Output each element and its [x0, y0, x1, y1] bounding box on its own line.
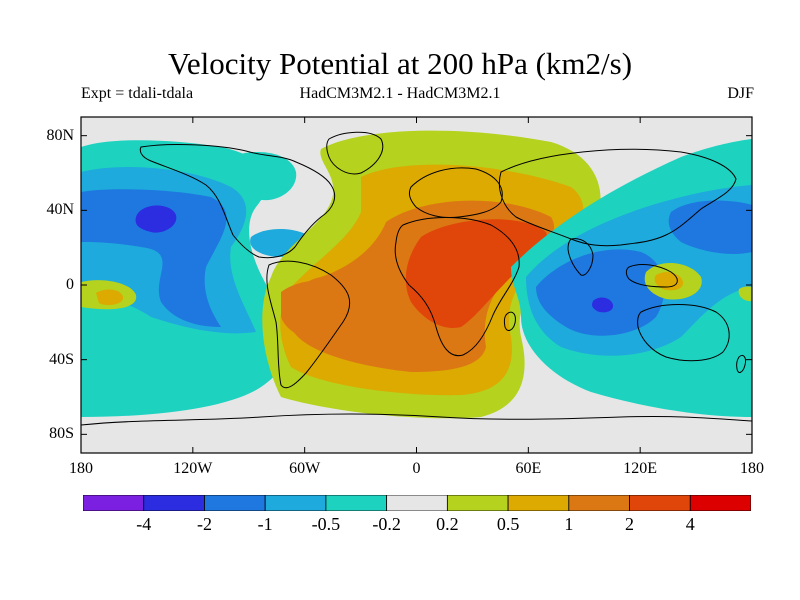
colorbar-swatch [386, 495, 448, 511]
coastlines [81, 131, 752, 426]
lon-tick-label: 120E [623, 460, 658, 477]
lat-tick-label: 0 [66, 276, 74, 293]
colorbar-label: -0.5 [311, 514, 341, 534]
lon-tick-label: 60E [515, 460, 542, 477]
coastline-australia [637, 304, 730, 362]
coastline-south-america [266, 260, 351, 389]
lon-tick-label: 120W [173, 460, 213, 477]
map-plot [81, 117, 752, 453]
contour-africa-pos-2 [405, 219, 547, 328]
colorbar-swatch [507, 495, 570, 511]
colorbar-label: 0.2 [436, 514, 459, 534]
contour-pacific-neg-2 [135, 205, 177, 233]
coastline-asia [498, 148, 737, 247]
colorbar-swatch [629, 495, 691, 511]
contour-southamerica-pos-2 [281, 280, 355, 340]
map-frame [81, 117, 752, 453]
lat-tick-label: 40S [49, 350, 74, 368]
coastline-india [567, 238, 594, 276]
contour-indian-neg-2 [592, 297, 614, 313]
lat-tick-label: 40N [46, 201, 74, 219]
model-label: HadCM3M2.1 - HadCM3M2.1 [299, 85, 501, 102]
coastline-europe [408, 167, 503, 218]
experiment-label: Expt = tdali-tdala [81, 85, 194, 102]
coastline-new-zealand [736, 354, 746, 373]
coastline-greenland [326, 131, 384, 175]
coastline-maritime-continent [625, 264, 678, 288]
contour-westpac-neg-1 [668, 200, 752, 254]
coastline-africa [394, 217, 520, 357]
colorbar-label: 0.5 [496, 514, 520, 534]
contour-northamerica-neg [229, 152, 297, 201]
colorbar-swatch [568, 495, 630, 511]
coastline-antarctica [81, 413, 752, 426]
map-title: Velocity Potential at 200 hPa (km2/s) [167, 46, 633, 81]
contour-pacific-neg-1 [81, 189, 227, 327]
colorbar-label: 2 [625, 514, 635, 534]
colorbar-label: -1 [257, 514, 273, 534]
lon-tick-label: 180 [69, 460, 93, 477]
lat-tick-label: 80S [49, 425, 74, 443]
colorbar-swatch [325, 495, 388, 511]
colorbar-label: 1 [564, 514, 574, 534]
lon-tick-label: 0 [412, 460, 421, 477]
contour-pacific-pos-05 [96, 289, 124, 305]
coastline-madagascar [503, 311, 516, 331]
colorbar-swatch [83, 495, 145, 511]
colorbar-swatch [143, 495, 205, 511]
colorbar [83, 495, 751, 511]
lon-tick-label: 60W [289, 460, 321, 477]
lat-tick-label: 80N [46, 126, 74, 144]
lon-tick-label: 180 [740, 460, 764, 477]
contour-indian-neg-1 [536, 249, 665, 336]
contour-dateline-pos-02 [738, 286, 752, 302]
colorbar-label: -0.2 [372, 514, 401, 534]
coastline-north-america [139, 143, 336, 259]
tick-marks [80, 117, 753, 453]
season-label: DJF [727, 85, 754, 102]
colorbar-label: -2 [196, 514, 212, 534]
colorbar-label: -4 [136, 514, 152, 534]
map-border [80, 116, 753, 454]
colorbar-label: 4 [685, 514, 695, 534]
colorbar-swatch [689, 495, 751, 511]
colorbar-swatch [204, 495, 266, 511]
colorbar-swatch [446, 495, 509, 511]
colorbar-swatch [264, 495, 327, 511]
